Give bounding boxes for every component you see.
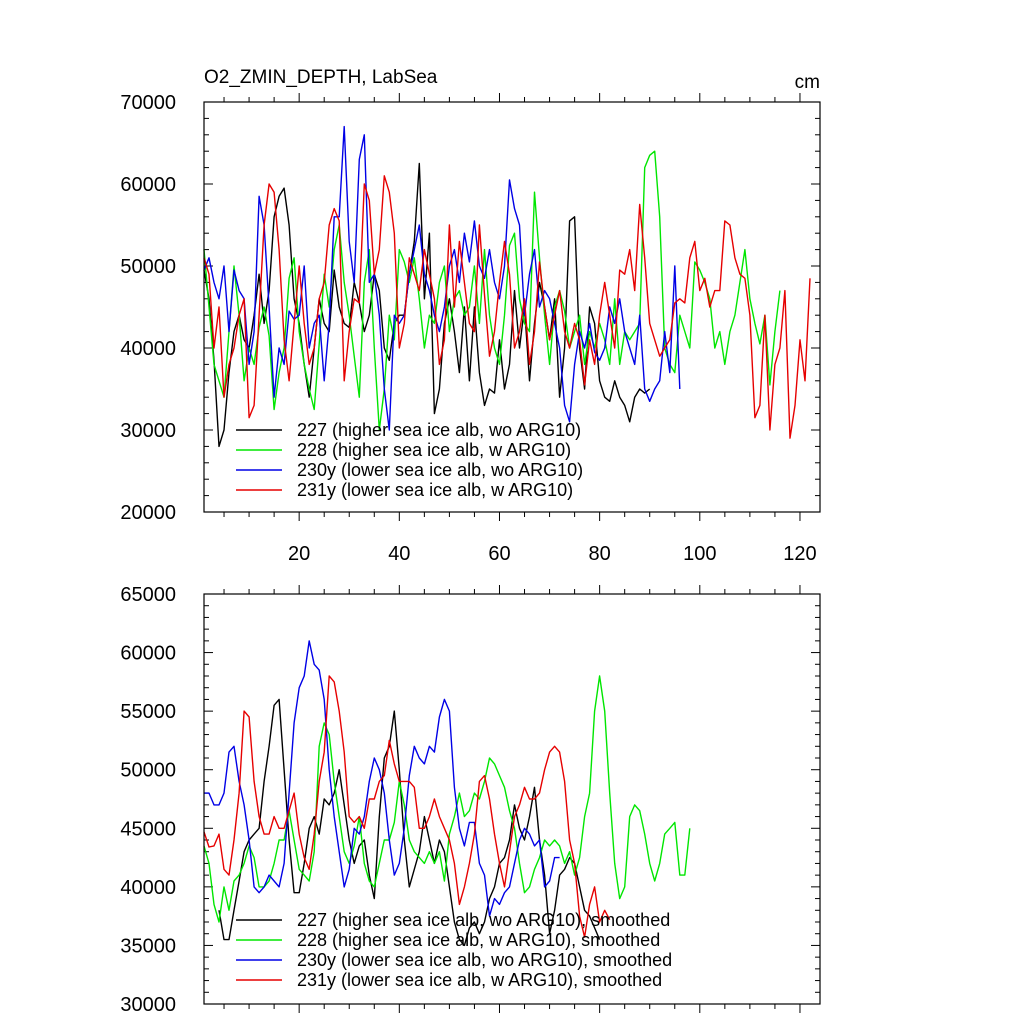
series-line-1 [203, 162, 651, 448]
series-line-3 [203, 125, 681, 431]
x-tick-label: 120 [783, 543, 816, 565]
legend-label: 230y (lower sea ice alb, wo ARG10), smoo… [297, 950, 672, 970]
legend-label: 231y (lower sea ice alb, w ARG10), smoot… [297, 970, 662, 990]
legend-label: 227 (higher sea ice alb, wo ARG10), smoo… [297, 910, 670, 930]
series-line-1 [218, 698, 601, 947]
y-tick-label: 60000 [120, 174, 176, 196]
top-plot-units: cm [795, 72, 820, 93]
top-plot-lines [203, 125, 811, 448]
bottom-plot-legend: 227 (higher sea ice alb, wo ARG10), smoo… [236, 910, 672, 990]
y-tick-label: 30000 [120, 994, 176, 1016]
x-tick-label: 80 [589, 543, 611, 565]
bottom-plot-panel: 30000 35000 40000 45000 50000 55000 60000 65000… [120, 584, 821, 1016]
series-line-2 [203, 150, 781, 431]
x-tick-label: 40 [388, 543, 410, 565]
y-tick-label: 45000 [120, 818, 176, 840]
y-tick-label: 35000 [120, 935, 176, 957]
top-plot-legend: 227 (higher sea ice alb, wo ARG10)228 (h… [236, 420, 583, 500]
y-tick-label: 60000 [120, 643, 176, 665]
top-plot-frame [203, 101, 821, 513]
series-line-4 [203, 175, 811, 439]
y-tick-label: 65000 [120, 584, 176, 606]
x-tick-label: 100 [683, 543, 716, 565]
y-tick-label: 40000 [120, 877, 176, 899]
series-line-3 [204, 640, 560, 917]
legend-label: 227 (higher sea ice alb, wo ARG10) [297, 420, 581, 440]
y-tick-label: 20000 [120, 502, 176, 524]
y-tick-label: 40000 [120, 338, 176, 360]
y-tick-label: 55000 [120, 701, 176, 723]
y-tick-label: 50000 [120, 256, 176, 278]
bottom-plot-frame [203, 593, 821, 1005]
legend-label: 231y (lower sea ice alb, w ARG10) [297, 480, 573, 500]
y-tick-label: 70000 [120, 92, 176, 114]
top-plot-title: O2_ZMIN_DEPTH, LabSea [204, 67, 438, 88]
top-plot-ticks: 20000 30000 40000 50000 60000 70000 20 40 60 80 10… [120, 92, 820, 565]
series-line-4 [203, 675, 611, 938]
bottom-plot-ticks: 30000 35000 40000 45000 50000 55000 60000 65000 [120, 584, 820, 1016]
x-tick-label: 60 [488, 543, 510, 565]
top-plot-panel: O2_ZMIN_DEPTH, LabSea cm 20000 30000 40000… [120, 67, 821, 565]
x-tick-label: 20 [288, 543, 310, 565]
series-line-2 [203, 675, 691, 923]
legend-label: 228 (higher sea ice alb, w ARG10), smoot… [297, 930, 660, 950]
legend-label: 230y (lower sea ice alb, wo ARG10) [297, 460, 583, 480]
bottom-plot-lines [203, 640, 691, 947]
y-tick-label: 50000 [120, 760, 176, 782]
y-tick-label: 30000 [120, 420, 176, 442]
legend-label: 228 (higher sea ice alb, w ARG10) [297, 440, 571, 460]
